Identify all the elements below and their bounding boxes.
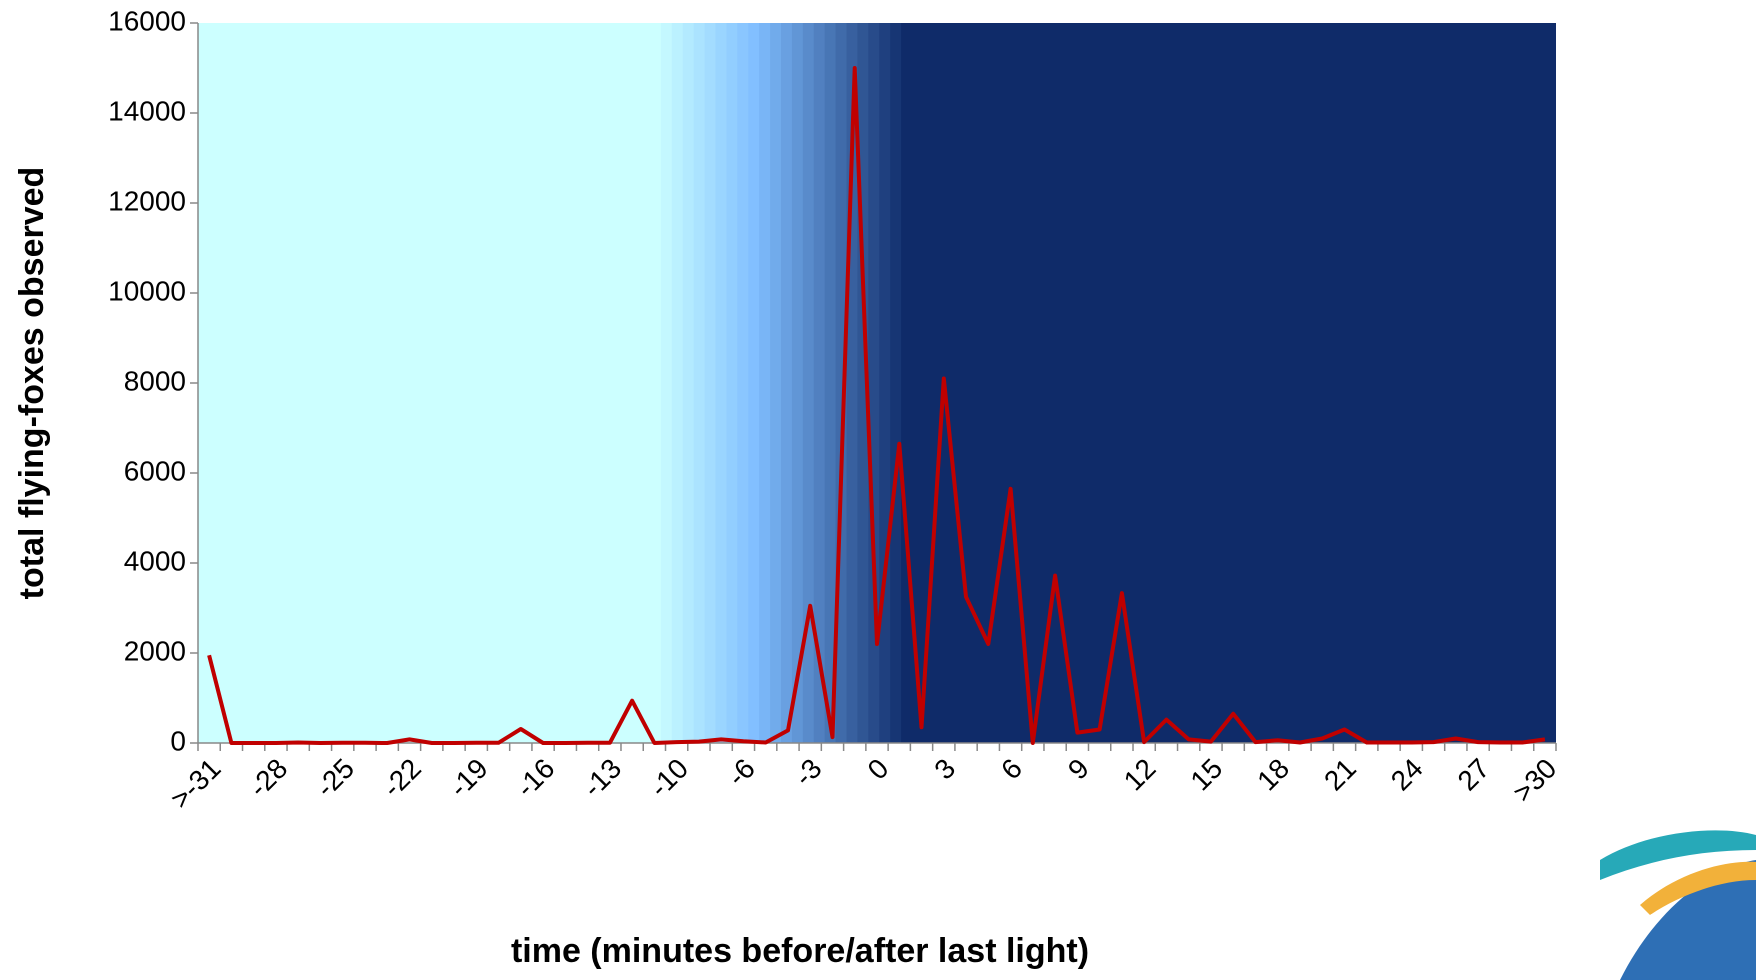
background-stripe — [748, 23, 761, 743]
y-tick-label: 2000 — [124, 635, 186, 666]
x-tick-label: 12 — [1118, 753, 1162, 797]
x-tick-label: -28 — [243, 753, 294, 804]
x-tick-label: 18 — [1251, 753, 1295, 797]
background-stripe — [890, 23, 903, 743]
background-stripe — [715, 23, 728, 743]
x-axis-title: time (minutes before/after last light) — [511, 932, 1089, 970]
background-night — [912, 23, 1556, 743]
background-stripe — [846, 23, 859, 743]
background-stripe — [791, 23, 804, 743]
background-stripe — [693, 23, 706, 743]
swoosh — [1640, 861, 1756, 915]
x-tick-label: 21 — [1318, 753, 1362, 797]
background-stripe — [835, 23, 848, 743]
background-stripe — [726, 23, 739, 743]
x-tick-label: 9 — [1062, 753, 1095, 786]
plot-background — [198, 23, 1556, 743]
background-stripe — [682, 23, 695, 743]
x-tick-label: -19 — [443, 753, 494, 804]
y-tick-label: 8000 — [124, 365, 186, 396]
x-tick-label: >-31 — [164, 753, 226, 815]
x-tick-label: 27 — [1452, 753, 1496, 797]
y-tick-label: 0 — [170, 725, 186, 756]
data-line — [207, 66, 1546, 745]
background-stripe — [671, 23, 684, 743]
background-stripe — [857, 23, 870, 743]
x-tick-label: -25 — [310, 753, 361, 804]
x-tick-label: -10 — [644, 753, 695, 804]
y-tick-label: 12000 — [108, 185, 186, 216]
y-axis-title: total flying-foxes observed — [13, 167, 51, 600]
x-tick-label: 3 — [928, 753, 961, 786]
background-stripe — [879, 23, 892, 743]
y-tick-label: 6000 — [124, 455, 186, 486]
background-stripe — [704, 23, 717, 743]
x-tick-label: -6 — [721, 753, 761, 793]
x-tick-label: -16 — [510, 753, 561, 804]
background-stripe — [650, 23, 662, 743]
y-tick-label: 14000 — [108, 95, 186, 126]
swoosh — [1600, 830, 1756, 880]
decoration — [1600, 830, 1756, 980]
x-tick-label: -3 — [788, 753, 828, 793]
x-tick-label: -22 — [376, 753, 427, 804]
background-stripe — [901, 23, 913, 743]
x-tick-label: >30 — [1507, 753, 1563, 809]
background-stripe — [824, 23, 837, 743]
y-tick-label: 16000 — [108, 5, 186, 36]
y-tick-label: 10000 — [108, 275, 186, 306]
background-stripe — [813, 23, 826, 743]
x-tick-label: -13 — [577, 753, 628, 804]
y-tick-label: 4000 — [124, 545, 186, 576]
background-stripe — [802, 23, 815, 743]
x-tick-label: 0 — [862, 753, 895, 786]
background-stripe — [660, 23, 673, 743]
background-stripe — [759, 23, 772, 743]
x-tick-label: 15 — [1184, 753, 1228, 797]
background-stripe — [868, 23, 881, 743]
background-stripe — [770, 23, 782, 743]
background-stripe — [781, 23, 793, 743]
x-tick-label: 24 — [1385, 753, 1429, 797]
background-stripe — [737, 23, 750, 743]
x-tick-label: 6 — [995, 753, 1028, 786]
swoosh — [1620, 860, 1756, 980]
